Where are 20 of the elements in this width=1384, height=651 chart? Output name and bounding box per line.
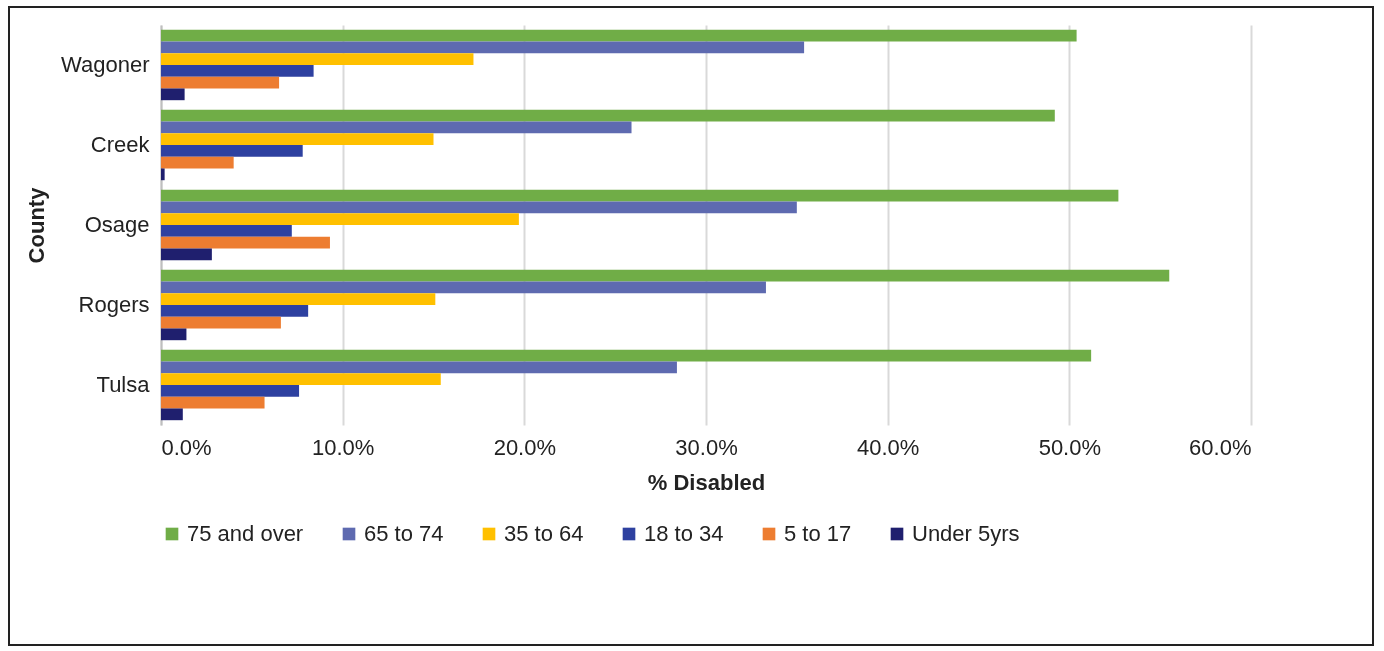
x-tick-label: 30.0% [675, 434, 738, 460]
x-tick-label: 50.0% [1038, 434, 1102, 460]
legend-label: 5 to 17 [784, 521, 852, 546]
x-tick-label: 40.0% [856, 434, 920, 460]
y-tick-label: Wagoner [61, 52, 150, 77]
x-tick-label: 20.0% [493, 434, 557, 460]
legend-label: 75 and over [187, 521, 304, 546]
legend-label: 35 to 64 [504, 521, 584, 546]
x-tick-label: 0.0% [161, 434, 212, 460]
y-tick-label: Rogers [78, 292, 150, 317]
x-tick-label: 10.0% [311, 434, 375, 460]
x-axis-title: % Disabled [647, 469, 766, 495]
y-tick-label: Osage [84, 212, 150, 237]
y-axis-title: County [24, 186, 50, 264]
legend-label: 65 to 74 [364, 521, 444, 546]
y-tick-label: Tulsa [96, 372, 151, 397]
legend-label: Under 5yrs [912, 521, 1020, 546]
y-tick-label: Creek [90, 132, 151, 157]
x-tick-label: 60.0% [1189, 434, 1252, 460]
legend-label: 18 to 34 [644, 521, 724, 546]
